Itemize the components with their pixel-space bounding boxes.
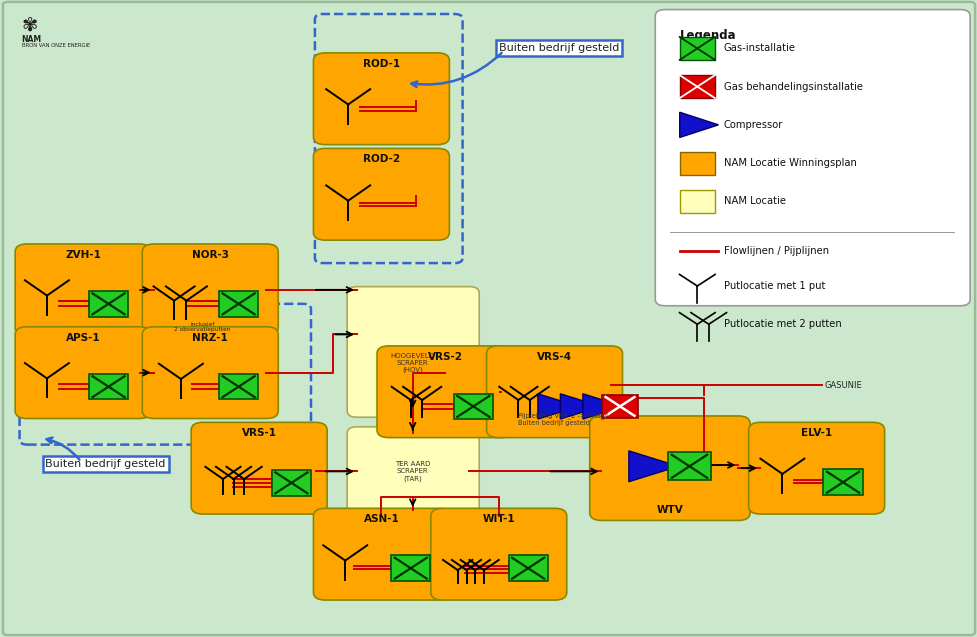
Text: Legenda: Legenda: [679, 29, 736, 41]
FancyBboxPatch shape: [667, 452, 710, 480]
FancyBboxPatch shape: [679, 75, 714, 98]
Text: GASUNIE: GASUNIE: [824, 381, 862, 390]
FancyBboxPatch shape: [347, 427, 479, 516]
Text: VRS-4: VRS-4: [536, 352, 572, 362]
FancyBboxPatch shape: [272, 470, 311, 496]
FancyBboxPatch shape: [89, 374, 128, 399]
Polygon shape: [628, 451, 678, 482]
Text: ZVH-1: ZVH-1: [65, 250, 101, 260]
Text: WTV: WTV: [656, 505, 683, 515]
FancyBboxPatch shape: [823, 469, 862, 495]
Polygon shape: [582, 394, 622, 419]
Text: VRS-2: VRS-2: [427, 352, 462, 362]
FancyBboxPatch shape: [453, 394, 492, 419]
Text: WIT-1: WIT-1: [482, 514, 515, 524]
Text: NAM Locatie Winningsplan: NAM Locatie Winningsplan: [723, 158, 856, 168]
FancyBboxPatch shape: [679, 37, 714, 60]
Text: ELV-1: ELV-1: [800, 428, 831, 438]
Text: Pijpleiding VRS_2 -> VRS_4
Buiten bedrijf gesteld: Pijpleiding VRS_2 -> VRS_4 Buiten bedrij…: [518, 412, 609, 426]
FancyBboxPatch shape: [679, 152, 714, 175]
Text: HOOGEVELD
SCRAPER
(HOV): HOOGEVELD SCRAPER (HOV): [391, 353, 434, 373]
FancyBboxPatch shape: [219, 374, 258, 399]
FancyBboxPatch shape: [377, 346, 512, 438]
Text: Compressor: Compressor: [723, 120, 783, 130]
FancyBboxPatch shape: [748, 422, 883, 514]
FancyBboxPatch shape: [219, 291, 258, 317]
FancyBboxPatch shape: [3, 2, 974, 635]
Text: ✾: ✾: [21, 16, 38, 35]
Polygon shape: [537, 394, 577, 419]
FancyBboxPatch shape: [655, 10, 969, 306]
FancyBboxPatch shape: [16, 244, 151, 336]
Text: APS-1: APS-1: [65, 333, 101, 343]
Text: NOR-3: NOR-3: [191, 250, 229, 260]
Text: Putlocatie met 1 put: Putlocatie met 1 put: [723, 281, 825, 291]
Text: Buiten bedrijf gesteld: Buiten bedrijf gesteld: [45, 459, 166, 469]
Text: BRON VAN ONZE ENERGIE: BRON VAN ONZE ENERGIE: [21, 43, 90, 48]
FancyBboxPatch shape: [89, 291, 128, 317]
FancyBboxPatch shape: [391, 555, 430, 581]
Text: NAM: NAM: [21, 35, 42, 44]
Text: ASN-1: ASN-1: [363, 514, 399, 524]
Text: Gas-installatie: Gas-installatie: [723, 43, 795, 54]
Text: VRS-1: VRS-1: [241, 428, 276, 438]
Text: NAM Locatie: NAM Locatie: [723, 196, 785, 206]
FancyBboxPatch shape: [313, 53, 449, 145]
Polygon shape: [679, 112, 718, 138]
Text: ROD-2: ROD-2: [362, 154, 400, 164]
FancyBboxPatch shape: [143, 327, 277, 419]
FancyBboxPatch shape: [191, 422, 326, 514]
Text: ROD-1: ROD-1: [362, 59, 400, 69]
FancyBboxPatch shape: [16, 327, 151, 419]
Text: Flowlijnen / Pijplijnen: Flowlijnen / Pijplijnen: [723, 246, 828, 256]
FancyBboxPatch shape: [486, 346, 621, 438]
Text: Buiten bedrijf gesteld: Buiten bedrijf gesteld: [498, 43, 618, 53]
FancyBboxPatch shape: [679, 190, 714, 213]
FancyBboxPatch shape: [347, 287, 479, 417]
Text: Gas behandelingsinstallatie: Gas behandelingsinstallatie: [723, 82, 862, 92]
Text: inclusief
2 observatieputten: inclusief 2 observatieputten: [174, 322, 231, 333]
FancyBboxPatch shape: [143, 244, 277, 336]
Polygon shape: [560, 394, 600, 419]
Text: NRZ-1: NRZ-1: [192, 333, 228, 343]
FancyBboxPatch shape: [508, 555, 547, 581]
FancyBboxPatch shape: [602, 395, 637, 418]
FancyBboxPatch shape: [313, 508, 449, 600]
Text: TER AARD
SCRAPER
(TAR): TER AARD SCRAPER (TAR): [395, 461, 430, 482]
FancyBboxPatch shape: [589, 416, 749, 520]
FancyBboxPatch shape: [430, 508, 567, 600]
FancyBboxPatch shape: [313, 148, 449, 240]
Text: Putlocatie met 2 putten: Putlocatie met 2 putten: [723, 319, 840, 329]
